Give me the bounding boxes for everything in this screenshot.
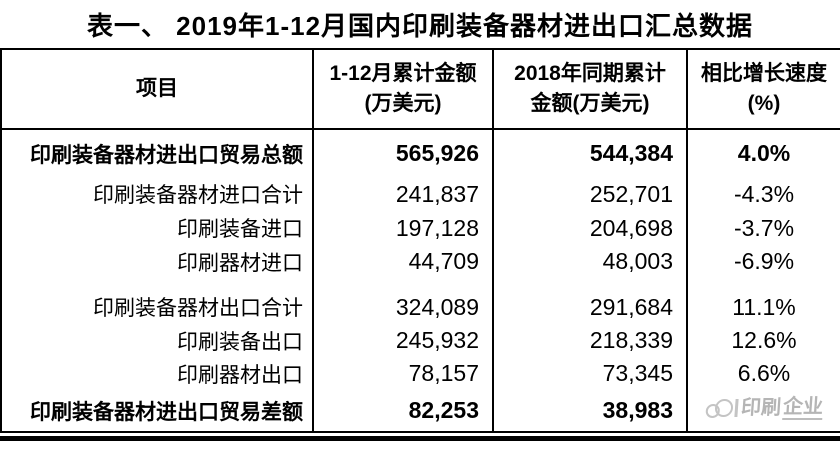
table-row-materials-import: 印刷器材进口 44,709 48,003 -6.9%: [1, 245, 840, 278]
amount-2019-cell: 82,253: [312, 390, 493, 432]
amount-2019-cell: 324,089: [312, 290, 493, 324]
col-header-growth: 相比增长速度 (%): [686, 49, 840, 130]
row-label: 印刷装备器材进出口贸易差额: [30, 400, 303, 424]
table-row-export-total: 印刷装备器材出口合计 324,089 291,684 11.1%: [1, 290, 840, 324]
row-label: 印刷器材出口: [177, 363, 303, 387]
watermark-bird-icon: [704, 396, 740, 420]
table-title: 表一、 2019年1-12月国内印刷装备器材进出口汇总数据: [86, 10, 754, 41]
growth-cell: 11.1%: [686, 290, 840, 324]
table-row-materials-export: 印刷器材出口 78,157 73,345 6.6%: [1, 357, 840, 390]
amount-2018-cell: 252,701: [492, 177, 687, 211]
growth-cell: -6.9%: [686, 245, 840, 278]
col-header-2018-amount: 2018年同期累计 金额(万美元): [492, 49, 687, 130]
growth-cell: 12.6%: [686, 324, 840, 357]
watermark-text-tail: 企业: [782, 395, 824, 420]
growth-cell: -4.3%: [686, 177, 840, 211]
table-row-equipment-import: 印刷装备进口 197,128 204,698 -3.7%: [1, 211, 840, 245]
col-header-2019-amount: 1-12月累计金额 (万美元): [312, 49, 493, 130]
row-label: 印刷器材进口: [177, 251, 303, 275]
amount-2018-cell: 291,684: [492, 290, 687, 324]
row-label: 印刷装备器材进口合计: [93, 184, 303, 207]
col-header-item: 项目: [1, 49, 313, 130]
table-row-import-total: 印刷装备器材进口合计 241,837 252,701 -4.3%: [1, 177, 840, 211]
row-label: 印刷装备器材出口合计: [93, 297, 303, 320]
watermark-text-head: 印刷: [740, 396, 782, 419]
amount-2019-cell: 44,709: [312, 245, 493, 278]
amount-2018-cell: 204,698: [492, 211, 687, 245]
watermark-logo: 印刷 企业: [704, 395, 824, 420]
row-label: 印刷装备器材进出口贸易总额: [30, 143, 303, 167]
amount-2018-cell: 218,339: [492, 324, 687, 357]
table-row-trade-balance: 印刷装备器材进出口贸易差额 82,253 38,983 印刷 企业: [1, 390, 840, 432]
row-label: 印刷装备出口: [177, 330, 303, 354]
table-row-total-trade: 印刷装备器材进出口贸易总额 565,926 544,384 4.0%: [1, 129, 840, 177]
summary-table: 项目 1-12月累计金额 (万美元) 2018年同期累计 金额(万美元) 相比增…: [0, 48, 840, 433]
amount-2019-cell: 78,157: [312, 357, 493, 390]
amount-2018-cell: 48,003: [492, 245, 687, 278]
amount-2018-cell: 544,384: [492, 129, 687, 177]
growth-cell-empty: 印刷 企业: [686, 390, 840, 432]
amount-2018-cell: 38,983: [492, 390, 687, 432]
growth-cell: 4.0%: [686, 129, 840, 177]
group-spacer-row: [1, 278, 840, 290]
growth-cell: -3.7%: [686, 211, 840, 245]
growth-cell: 6.6%: [686, 357, 840, 390]
amount-2019-cell: 565,926: [312, 129, 493, 177]
row-label: 印刷装备进口: [177, 218, 303, 241]
amount-2018-cell: 73,345: [492, 357, 687, 390]
table-row-equipment-export: 印刷装备出口 245,932 218,339 12.6%: [1, 324, 840, 357]
amount-2019-cell: 197,128: [312, 211, 493, 245]
amount-2019-cell: 241,837: [312, 177, 493, 211]
bottom-double-rule: [0, 436, 840, 441]
header-row: 项目 1-12月累计金额 (万美元) 2018年同期累计 金额(万美元) 相比增…: [1, 49, 840, 130]
amount-2019-cell: 245,932: [312, 324, 493, 357]
